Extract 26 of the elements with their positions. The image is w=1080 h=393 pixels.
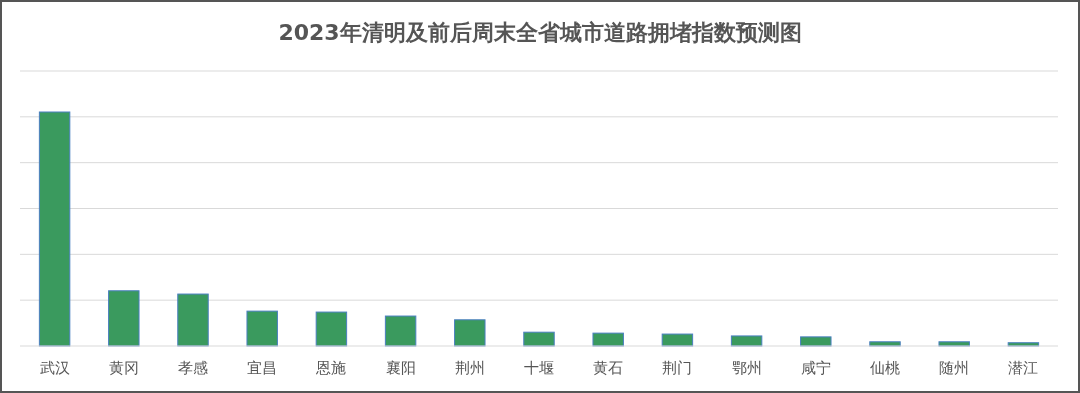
x-tick-label: 恩施 xyxy=(315,359,347,377)
x-tick-label: 黄冈 xyxy=(108,359,139,377)
bar xyxy=(315,311,348,347)
chart-title: 2023年清明及前后周末全省城市道路拥堵指数预测图 xyxy=(278,20,802,45)
bar xyxy=(384,315,417,347)
bar xyxy=(592,332,624,347)
x-tick-label: 荆州 xyxy=(454,359,485,377)
x-tick-label: 武汉 xyxy=(39,359,70,377)
x-tick-label: 咸宁 xyxy=(800,359,831,377)
bar xyxy=(177,293,209,347)
x-tick-label: 仙桃 xyxy=(870,359,900,377)
x-tick-label: 荆门 xyxy=(662,359,693,377)
bar xyxy=(38,111,71,347)
x-tick-label: 宜昌 xyxy=(247,359,278,377)
bar xyxy=(800,336,832,347)
bar xyxy=(246,310,278,347)
bar xyxy=(454,319,486,347)
x-tick-label: 十堰 xyxy=(524,359,554,377)
bar xyxy=(108,290,140,347)
x-tick-label: 襄阳 xyxy=(385,359,416,377)
x-tick-label: 潜江 xyxy=(1008,359,1039,377)
x-tick-label: 鄂州 xyxy=(731,359,762,377)
x-tick-label: 孝感 xyxy=(178,359,208,377)
x-tick-label: 随州 xyxy=(939,359,970,377)
x-tick-label: 黄石 xyxy=(593,359,624,377)
bar xyxy=(661,333,694,347)
